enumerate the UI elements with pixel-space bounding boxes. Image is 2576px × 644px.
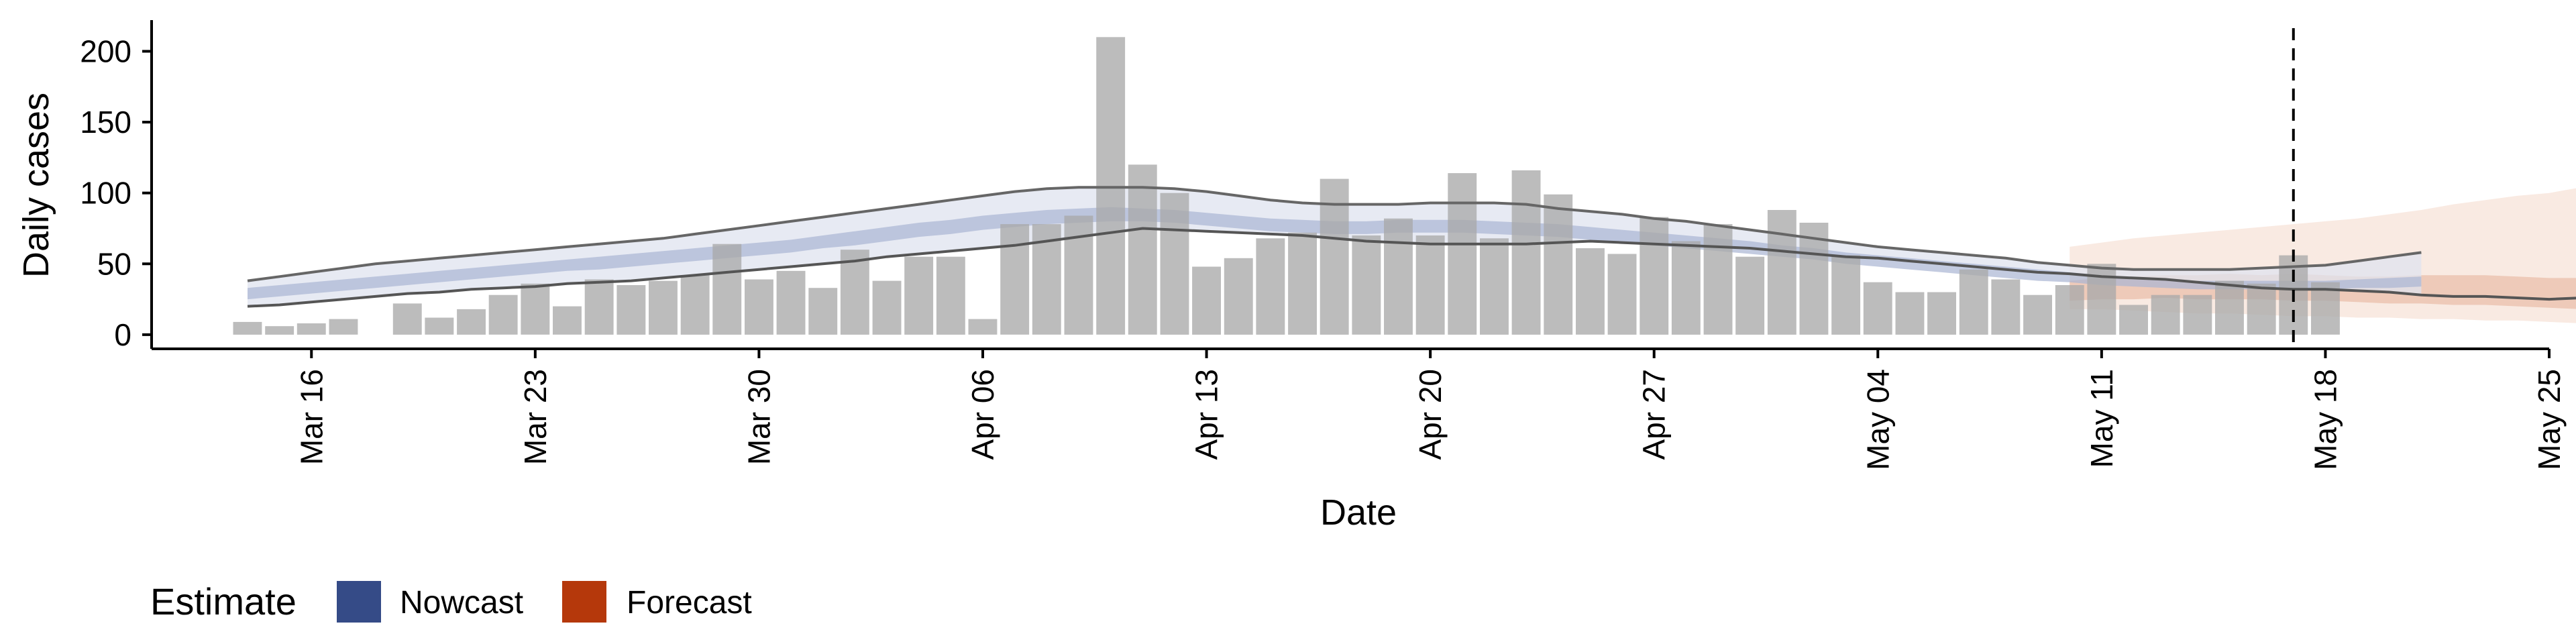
case-bar (776, 270, 806, 335)
nowcast-upper-line (247, 186, 2422, 282)
case-bar (1160, 193, 1189, 335)
case-bar (680, 275, 710, 335)
case-bar (265, 326, 294, 335)
case-bar (1640, 217, 1669, 335)
case-bar (1096, 37, 1126, 335)
case-bar (457, 309, 486, 335)
x-tick-label: Mar 16 (294, 369, 329, 465)
case-bar (1256, 238, 1285, 335)
case-bar (2183, 294, 2212, 335)
y-tick-label: 50 (97, 246, 131, 281)
case-bar (1831, 255, 1861, 335)
case-bar (872, 280, 902, 335)
x-tick-label: Apr 20 (1413, 369, 1448, 460)
case-bar (233, 321, 262, 335)
case-bar (1415, 235, 1445, 335)
x-tick-label: May 18 (2308, 369, 2343, 470)
case-bar (904, 256, 934, 335)
x-axis-title: Date (1320, 492, 1397, 533)
case-bar (1224, 258, 1253, 335)
legend-title: Estimate (150, 580, 297, 623)
axes: 0 50 100 150 200 Mar 16 Mar 23 Mar 30 Apr 06 Apr … (80, 20, 2567, 470)
x-tick-label: Apr 27 (1637, 369, 1672, 460)
case-bar (712, 244, 742, 335)
case-bar (2215, 280, 2244, 335)
x-tick-label: May 25 (2532, 369, 2567, 470)
case-bar (2023, 294, 2052, 335)
case-bar (2247, 283, 2276, 335)
case-bar (1128, 164, 1157, 335)
legend: Estimate Nowcast Forecast (150, 580, 752, 623)
case-bar (1320, 178, 1349, 335)
case-bar (649, 280, 678, 335)
case-bar (1607, 254, 1637, 335)
case-bar (745, 279, 773, 335)
x-tick-label: Apr 06 (965, 369, 1000, 460)
case-bar (297, 323, 326, 335)
case-bar (1703, 224, 1733, 335)
x-tick-label: Mar 30 (741, 369, 776, 465)
x-tick-label: May 04 (1860, 369, 1895, 470)
case-bar (2119, 305, 2148, 335)
y-axis-title: Daily cases (16, 93, 56, 278)
case-bar (2151, 294, 2180, 335)
case-bar (329, 319, 358, 335)
y-tick-label: 100 (80, 176, 131, 211)
case-bar (616, 285, 646, 335)
case-bar (1863, 282, 1892, 335)
case-bar (936, 256, 965, 335)
legend-label-nowcast: Nowcast (400, 585, 523, 621)
case-bar (553, 306, 582, 335)
y-tick-label: 150 (80, 105, 131, 140)
case-bar (1576, 248, 1605, 335)
x-tick-label: Apr 13 (1189, 369, 1224, 460)
case-bar (1288, 232, 1317, 335)
y-tick-label: 200 (80, 34, 131, 68)
case-bar (425, 317, 454, 335)
nowcast-lower-line (247, 227, 2576, 308)
case-bar (1448, 173, 1477, 335)
case-bar (1192, 266, 1221, 335)
case-bar (521, 283, 550, 335)
case-bar (1000, 224, 1030, 335)
y-tick-label: 0 (114, 317, 131, 352)
case-bar (1959, 269, 1988, 335)
estimate-lines (247, 28, 2576, 349)
case-bar (1352, 235, 1381, 335)
case-bar (584, 279, 614, 335)
x-tick-label: Mar 23 (518, 369, 553, 465)
case-bar (1991, 279, 2021, 335)
case-bar (1767, 210, 1796, 335)
case-bar (2055, 285, 2084, 335)
legend-swatch-nowcast (337, 581, 381, 623)
case-bar (1671, 241, 1701, 335)
case-bar (392, 303, 422, 335)
case-bar (808, 288, 838, 335)
case-bar (1895, 292, 1925, 335)
case-bar (1511, 170, 1541, 335)
case-bar (1799, 223, 1829, 335)
case-bar (488, 294, 518, 335)
case-bar (1927, 292, 1956, 335)
case-bar (968, 319, 998, 335)
case-bar (1064, 215, 1093, 335)
case-bar (840, 250, 869, 335)
case-bar (1480, 238, 1509, 335)
case-bar (1544, 194, 1573, 335)
case-bar (1735, 256, 1765, 335)
case-bar (1384, 218, 1413, 335)
x-tick-label: May 11 (2084, 369, 2119, 468)
legend-label-forecast: Forecast (627, 585, 752, 621)
legend-swatch-forecast (562, 581, 606, 623)
case-bars (233, 37, 2340, 335)
